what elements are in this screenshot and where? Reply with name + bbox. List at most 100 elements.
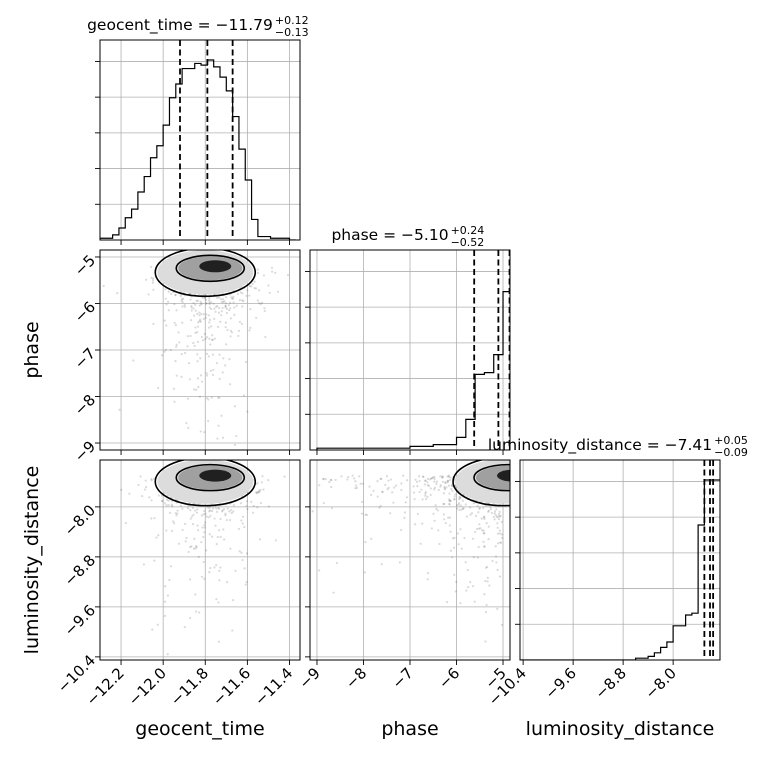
- sample-point: [485, 566, 488, 569]
- sample-point: [203, 297, 206, 300]
- sample-point: [471, 584, 475, 588]
- sample-point: [420, 488, 423, 491]
- sample-point: [360, 512, 364, 515]
- sample-point: [216, 305, 219, 308]
- histogram-geocent_time: [100, 59, 296, 240]
- sample-point: [471, 537, 475, 540]
- sample-point: [202, 513, 205, 516]
- sample-point: [208, 303, 211, 306]
- sample-point: [231, 629, 234, 632]
- sample-point: [228, 309, 231, 312]
- sample-point: [483, 592, 486, 596]
- sample-point: [220, 300, 223, 304]
- sample-point: [278, 488, 280, 490]
- sample-point: [335, 561, 338, 565]
- sample-point: [500, 536, 504, 540]
- sample-point: [222, 508, 226, 511]
- sample-point: [232, 599, 235, 602]
- sample-point: [380, 563, 383, 566]
- sample-point: [424, 494, 427, 497]
- sample-point: [261, 475, 264, 478]
- sample-point: [427, 484, 431, 488]
- sample-point: [458, 508, 461, 512]
- sample-point: [266, 496, 268, 498]
- sample-point: [189, 319, 193, 322]
- sample-point: [192, 547, 195, 550]
- sample-point: [453, 536, 456, 539]
- tick-label-y: −6: [71, 298, 99, 326]
- sample-point: [405, 479, 409, 482]
- sample-point: [248, 329, 251, 332]
- sample-point: [207, 516, 210, 519]
- sample-point: [226, 581, 229, 584]
- sample-point: [441, 480, 444, 484]
- sample-point: [188, 378, 191, 381]
- sample-point: [257, 289, 261, 292]
- sample-point: [267, 479, 270, 482]
- sample-point: [189, 578, 192, 581]
- sample-point: [482, 529, 485, 532]
- tick-label-x: −9.6: [541, 664, 579, 702]
- sample-point: [214, 310, 217, 313]
- sample-point: [443, 485, 446, 489]
- sample-point: [458, 502, 461, 505]
- sample-point: [166, 653, 169, 656]
- sample-point: [200, 303, 203, 306]
- sample-point: [250, 285, 253, 288]
- sample-point: [226, 328, 229, 332]
- sample-point: [483, 515, 486, 518]
- sample-point: [213, 566, 216, 569]
- sample-point: [227, 304, 230, 307]
- sample-point: [230, 296, 233, 299]
- sample-point: [318, 484, 321, 487]
- scatter-phase-luminosity_distance: [61, 460, 510, 643]
- sample-point: [246, 507, 249, 511]
- sample-point: [429, 478, 432, 481]
- sample-point: [213, 317, 216, 320]
- contour-inner: [473, 463, 510, 492]
- sample-point: [422, 475, 425, 479]
- sample-point: [480, 517, 483, 520]
- sample-point: [400, 528, 403, 532]
- sample-point: [200, 541, 203, 544]
- sample-point: [249, 326, 252, 329]
- sample-point: [144, 278, 148, 281]
- sample-point: [476, 504, 479, 507]
- sample-point: [157, 534, 160, 537]
- sample-point: [255, 287, 258, 290]
- sample-point: [376, 495, 379, 498]
- sample-point: [192, 513, 195, 516]
- sample-point: [447, 474, 451, 477]
- sample-point: [413, 523, 417, 526]
- sample-point: [194, 593, 197, 596]
- sample-point: [163, 600, 167, 603]
- sample-point: [217, 601, 220, 604]
- sample-point: [224, 304, 227, 307]
- sample-point: [257, 491, 260, 494]
- sample-point: [217, 506, 220, 509]
- sample-point: [482, 532, 485, 535]
- sample-point: [181, 298, 184, 301]
- sample-point: [241, 522, 244, 525]
- sample-point: [199, 357, 202, 360]
- sample-point: [148, 496, 151, 499]
- sample-point: [61, 483, 63, 485]
- sample-point: [424, 479, 427, 482]
- sample-point: [220, 310, 223, 313]
- sample-point: [167, 300, 170, 303]
- sample-point: [437, 488, 440, 492]
- sample-point: [253, 287, 256, 290]
- sample-point: [426, 578, 429, 581]
- sample-point: [488, 584, 491, 587]
- sample-point: [456, 507, 459, 510]
- contour-outer: [154, 250, 257, 298]
- sample-point: [359, 482, 362, 485]
- sample-point: [457, 543, 460, 546]
- sample-point: [430, 477, 434, 480]
- sample-point: [232, 510, 235, 513]
- panel-frame: [99, 459, 301, 661]
- sample-point: [178, 341, 181, 344]
- sample-point: [233, 306, 236, 309]
- sample-point: [215, 543, 218, 546]
- sample-point: [246, 410, 249, 413]
